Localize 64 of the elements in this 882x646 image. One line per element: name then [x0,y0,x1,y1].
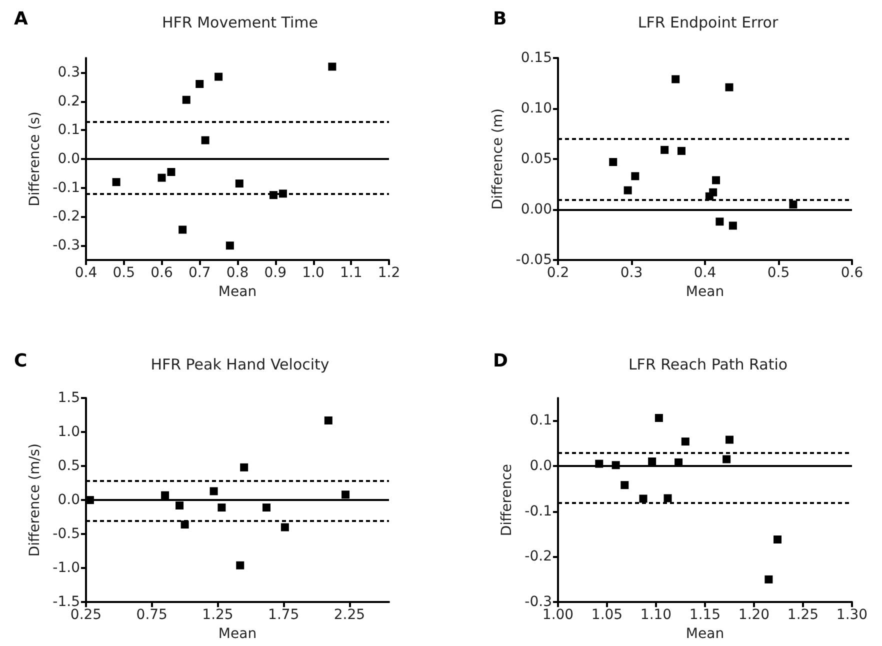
y-tick-label: 0.0 [58,151,80,167]
x-axis-title: Mean [218,626,257,642]
y-tick-label: -0.1 [52,180,80,196]
x-tick-label: 1.15 [689,607,721,624]
y-axis-title: Difference [498,464,515,536]
x-axis-title: Mean [218,284,257,300]
x-tick-label: 1.2 [378,265,400,281]
text: A [14,8,28,30]
y-tick-label: 1.0 [58,424,80,440]
text: C [14,350,28,372]
text: D [493,350,508,372]
y-tick-label: 0.10 [520,100,552,116]
y-tick-label: 0.0 [530,458,552,474]
x-tick-label: 0.3 [620,265,643,281]
y-axis-title: Difference (m/s) [26,443,43,557]
y-tick-label: 0.00 [520,202,552,218]
chart-title: HFR Peak Hand Velocity [150,356,330,374]
x-tick-label: 0.25 [70,607,102,624]
x-tick-label: 1.25 [202,607,234,624]
x-tick-label: 0.7 [188,265,211,281]
x-tick-label: 0.6 [150,265,173,281]
y-tick-label: 0.05 [520,151,552,167]
x-tick-label: 1.10 [640,607,672,624]
x-tick-label: 1.25 [787,607,819,624]
chart-title: LFR Endpoint Error [638,14,779,32]
y-tick-label: -0.05 [516,252,552,268]
y-axis-title: Difference (m) [490,108,506,210]
text: B [493,8,507,30]
y-tick-label: -0.2 [52,208,80,225]
x-tick-label: 1.1 [340,265,362,281]
y-tick-label: 1.5 [58,390,80,406]
x-tick-label: 0.6 [840,265,864,281]
x-tick-label: 1.05 [591,607,623,624]
x-tick-label: 1.30 [836,607,868,624]
y-tick-label: -0.5 [52,526,80,542]
x-axis-title: Mean [686,626,724,642]
x-tick-label: 1.00 [542,607,574,624]
y-tick-label: 0.2 [58,93,80,110]
x-tick-label: 0.2 [546,265,570,281]
y-tick-label: -0.1 [524,503,552,520]
x-tick-label: 0.4 [74,265,98,281]
y-tick-label: 0.3 [58,64,80,80]
y-tick-label: 0.5 [58,458,80,474]
y-tick-label: 0.0 [58,492,80,508]
x-tick-label: 0.5 [767,265,790,281]
x-tick-label: 0.9 [264,265,287,281]
y-axis-title: Difference (s) [26,112,43,206]
x-tick-label: 1.0 [302,265,324,281]
x-tick-label: 0.5 [112,265,136,281]
x-tick-label: 0.75 [136,607,168,624]
x-tick-label: 1.75 [268,607,300,624]
y-tick-label: 0.1 [530,412,552,429]
x-tick-label: 1.20 [738,607,770,624]
y-tick-label: -0.3 [52,238,80,254]
x-tick-label: 0.8 [226,265,249,281]
y-tick-label: -0.2 [524,548,552,565]
chart-title: HFR Movement Time [162,14,318,32]
x-tick-label: 2.25 [334,607,366,624]
chart-title: LFR Reach Path Ratio [628,356,788,374]
x-axis-title: Mean [686,284,724,300]
x-tick-label: 0.4 [694,265,716,281]
y-tick-label: 0.15 [520,50,552,66]
y-tick-label: 0.1 [58,122,80,138]
y-tick-label: -1.0 [52,560,80,576]
